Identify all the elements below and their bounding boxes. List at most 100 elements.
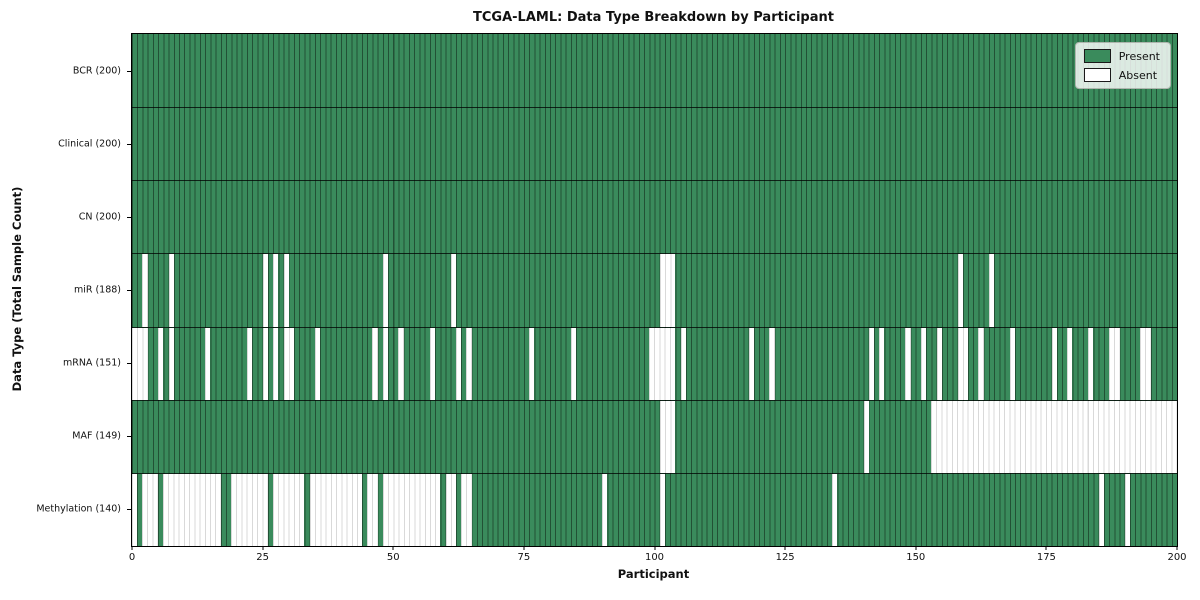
absent-segment (602, 473, 608, 546)
absent-segment (1109, 327, 1120, 400)
ytick-label-BCR: BCR (200) (72, 65, 121, 77)
xtick-label-175: 175 (1036, 552, 1056, 563)
chart-title: TCGA-LAML: Data Type Breakdown by Partic… (473, 10, 834, 25)
ytick-mark (127, 436, 131, 438)
absent-segment (132, 473, 138, 546)
row-miR (132, 253, 1177, 327)
absent-segment (649, 327, 676, 400)
absent-segment (205, 327, 211, 400)
ytick-label-CN: CN (200) (78, 211, 121, 223)
absent-segment (529, 327, 535, 400)
absent-segment (978, 327, 984, 400)
absent-segment (936, 327, 942, 400)
xtick-label-125: 125 (775, 552, 795, 563)
ytick-mark (127, 143, 131, 145)
absent-segment (570, 327, 577, 400)
absent-segment (920, 327, 927, 400)
absent-segment (382, 254, 389, 327)
absent-segment (832, 473, 838, 546)
row-CN (132, 180, 1177, 254)
absent-segment (769, 327, 775, 400)
absent-segment (168, 327, 174, 400)
xtick-label-50: 50 (386, 552, 400, 563)
absent-segment (461, 473, 472, 546)
absent-segment (372, 327, 378, 400)
absent-segment (455, 327, 462, 400)
xtick-mark (131, 546, 133, 550)
absent-segment (659, 254, 676, 327)
absent-segment (132, 327, 148, 400)
absent-segment (863, 400, 869, 473)
absent-segment (988, 254, 995, 327)
absent-segment (273, 254, 279, 327)
ytick-label-mRNA: mRNA (151) (62, 357, 121, 369)
legend-present-label: Present (1118, 49, 1160, 63)
absent-segment (309, 473, 362, 546)
legend-absent-label: Absent (1118, 68, 1158, 82)
y-axis: BCR (200) Clinical (200) CN (200) miR (188)… (0, 34, 131, 546)
ytick-mark (127, 509, 131, 511)
absent-segment (246, 327, 253, 400)
plot-area: Present Absent (131, 33, 1178, 547)
absent-segment (163, 473, 221, 546)
xtick-mark (1045, 546, 1047, 550)
absent-swatch-icon (1083, 68, 1111, 82)
absent-segment (231, 473, 268, 546)
absent-segment (1140, 327, 1151, 400)
absent-segment (283, 327, 294, 400)
ytick-label-Clinical: Clinical (200) (58, 138, 121, 150)
absent-segment (168, 254, 174, 327)
absent-segment (142, 473, 159, 546)
absent-segment (273, 327, 279, 400)
absent-segment (262, 327, 268, 400)
row-Methylation (132, 472, 1177, 546)
legend-item-present: Present (1083, 49, 1160, 63)
absent-segment (1067, 327, 1073, 400)
absent-segment (1124, 473, 1130, 546)
legend: Present Absent (1074, 42, 1171, 89)
absent-segment (445, 473, 456, 546)
xtick-mark (915, 546, 917, 550)
xtick-mark (523, 546, 525, 550)
absent-segment (748, 327, 754, 400)
absent-segment (142, 254, 148, 327)
xtick-label-100: 100 (644, 552, 665, 563)
absent-segment (283, 254, 289, 327)
row-BCR (132, 34, 1177, 108)
row-mRNA (132, 326, 1177, 400)
ytick-mark (127, 363, 131, 365)
xtick-label-25: 25 (256, 552, 269, 563)
legend-item-absent: Absent (1083, 68, 1160, 82)
xtick-label-75: 75 (517, 552, 531, 563)
ytick-mark (127, 70, 131, 72)
absent-segment (1009, 327, 1016, 400)
absent-segment (1088, 327, 1094, 400)
ytick-label-Methylation: Methylation (140) (36, 503, 121, 515)
absent-segment (931, 400, 1177, 473)
absent-segment (382, 327, 389, 400)
absent-segment (879, 327, 885, 400)
xtick-label-200: 200 (1167, 552, 1187, 563)
absent-segment (429, 327, 436, 400)
absent-segment (367, 473, 378, 546)
x-axis-label: Participant (617, 567, 690, 581)
absent-segment (262, 254, 268, 327)
x-axis: 0 25 50 75 100 125 150 175 200 (128, 546, 1187, 566)
row-MAF (132, 399, 1177, 473)
absent-segment (957, 254, 963, 327)
xtick-label-0: 0 (128, 552, 136, 563)
row-Clinical (132, 107, 1177, 181)
absent-segment (659, 400, 676, 473)
absent-segment (1098, 473, 1104, 546)
absent-segment (382, 473, 441, 546)
absent-segment (680, 327, 686, 400)
xtick-mark (784, 546, 786, 550)
absent-segment (1051, 327, 1057, 400)
ytick-mark (127, 216, 131, 218)
ytick-label-miR: miR (188) (73, 284, 121, 296)
absent-segment (957, 327, 968, 400)
ytick-label-MAF: MAF (149) (72, 430, 121, 442)
xtick-mark (392, 546, 394, 550)
absent-segment (868, 327, 874, 400)
xtick-mark (1176, 546, 1178, 550)
